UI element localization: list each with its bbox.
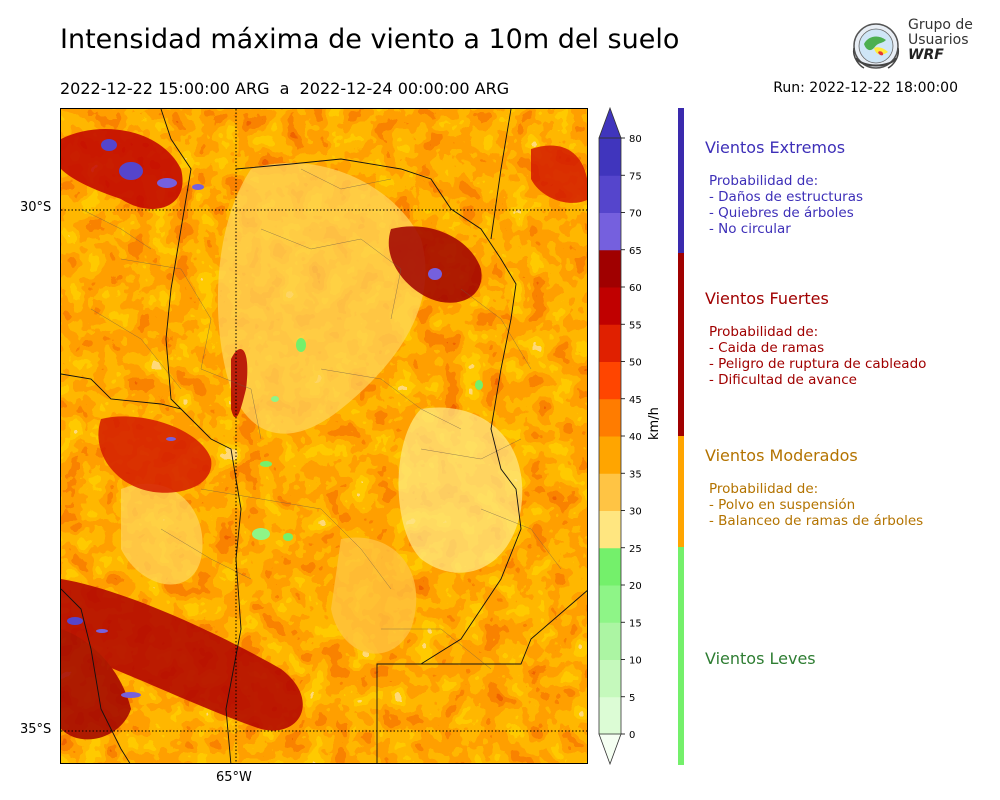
logo-line-3: WRF bbox=[908, 47, 944, 63]
category-line: - No circular bbox=[709, 221, 791, 237]
wind-map-canvas bbox=[61, 109, 587, 763]
lat-label-35s: 35°S bbox=[20, 722, 52, 737]
colorbar-tick-label: 10 bbox=[629, 656, 642, 667]
colorbar-scale: 0 5 10 15 20 25 30 35 40 45 50 55 60 65 70 75 80 bbox=[598, 106, 642, 766]
category-line: - Polvo en suspensión bbox=[709, 497, 856, 513]
category-title: Vientos Fuertes bbox=[705, 289, 829, 308]
colorbar-band bbox=[599, 547, 621, 586]
category-strong: Vientos Fuertes Probabilidad de: - Caida… bbox=[705, 289, 995, 388]
category-bar-strong bbox=[678, 253, 684, 436]
colorbar-tick-label: 60 bbox=[629, 283, 642, 294]
colorbar-band bbox=[599, 696, 621, 735]
category-line: - Peligro de ruptura de cableado bbox=[709, 356, 927, 372]
colorbar-band bbox=[599, 287, 621, 325]
extreme-wind-patches bbox=[67, 139, 442, 698]
category-line: - Caida de ramas bbox=[709, 340, 825, 356]
category-description: Probabilidad de: - Polvo en suspensión -… bbox=[709, 481, 995, 529]
category-line: Probabilidad de: bbox=[709, 324, 819, 340]
colorbar-tick-label: 70 bbox=[629, 209, 642, 220]
colorbar: 0 5 10 15 20 25 30 35 40 45 50 55 60 65 70 75 80 bbox=[595, 104, 675, 772]
category-line: - Daños de estructuras bbox=[709, 189, 864, 205]
colorbar-tick-label: 55 bbox=[629, 320, 642, 331]
colorbar-band bbox=[599, 249, 621, 288]
category-line: - Dificultad de avance bbox=[709, 372, 857, 388]
colorbar-tick-label: 5 bbox=[629, 693, 635, 704]
colorbar-band bbox=[599, 622, 621, 660]
colorbar-band bbox=[599, 436, 621, 474]
colorbar-band bbox=[599, 212, 621, 251]
category-bar-light bbox=[678, 547, 684, 765]
wrf-logo: Grupo de Usuarios WRF bbox=[848, 18, 973, 74]
colorbar-tick-label: 45 bbox=[629, 395, 642, 406]
strong-wind-zones bbox=[61, 129, 587, 740]
colorbar-tick-label: 30 bbox=[629, 507, 642, 518]
colorbar-tick-label: 75 bbox=[629, 171, 642, 182]
category-extreme: Vientos Extremos Probabilidad de: - Daño… bbox=[705, 138, 995, 237]
graticule bbox=[61, 109, 587, 763]
colorbar-band bbox=[599, 398, 621, 437]
colorbar-unit-label: km/h bbox=[647, 407, 662, 440]
colorbar-tick-label: 65 bbox=[629, 246, 642, 257]
colorbar-band bbox=[599, 138, 621, 176]
colorbar-extend-max bbox=[598, 106, 622, 139]
wrf-globe-seal-icon bbox=[852, 23, 900, 69]
colorbar-band bbox=[599, 659, 621, 698]
colorbar-band bbox=[599, 510, 621, 549]
colorbar-tick-label: 25 bbox=[629, 544, 642, 555]
wind-intensity-map bbox=[60, 108, 588, 764]
logo-line-2: Usuarios bbox=[908, 32, 969, 48]
moderate-wind-zones bbox=[121, 162, 523, 654]
colorbar-tick-label: 50 bbox=[629, 358, 642, 369]
colorbar-band bbox=[599, 324, 621, 362]
category-title: Vientos Leves bbox=[705, 649, 816, 668]
lon-label-65w: 65°W bbox=[216, 770, 252, 785]
colorbar-band bbox=[599, 361, 621, 400]
category-description: Probabilidad de: - Daños de estructuras … bbox=[709, 173, 995, 237]
category-line: - Balanceo de ramas de árboles bbox=[709, 513, 924, 529]
colorbar-tick-label: 80 bbox=[629, 134, 642, 145]
colorbar-band bbox=[599, 473, 621, 511]
category-line: - Quiebres de árboles bbox=[709, 205, 854, 221]
colorbar-extend-min bbox=[598, 733, 622, 766]
province-boundaries bbox=[61, 109, 587, 763]
category-bar-moderate bbox=[678, 436, 684, 547]
category-light: Vientos Leves bbox=[705, 649, 995, 684]
forecast-period: 2022-12-22 15:00:00 ARG a 2022-12-24 00:… bbox=[60, 79, 510, 98]
colorbar-band bbox=[599, 175, 621, 213]
light-wind-patches bbox=[252, 338, 483, 541]
colorbar-tick-label: 0 bbox=[629, 730, 635, 741]
lat-label-30s: 30°S bbox=[20, 200, 52, 215]
category-line: Probabilidad de: bbox=[709, 481, 819, 497]
colorbar-tick-label: 40 bbox=[629, 432, 642, 443]
page-title: Intensidad máxima de viento a 10m del su… bbox=[60, 24, 680, 55]
colorbar-band bbox=[599, 585, 621, 623]
run-timestamp: Run: 2022-12-22 18:00:00 bbox=[773, 80, 958, 96]
category-bar-extreme bbox=[678, 108, 684, 253]
colorbar-tick-label: 35 bbox=[629, 469, 642, 480]
category-description: Probabilidad de: - Caida de ramas - Peli… bbox=[709, 324, 995, 388]
colorbar-tick-label: 15 bbox=[629, 618, 642, 629]
category-moderate: Vientos Moderados Probabilidad de: - Pol… bbox=[705, 446, 995, 529]
department-boundaries bbox=[80, 168, 562, 670]
category-line: Probabilidad de: bbox=[709, 173, 819, 189]
category-title: Vientos Extremos bbox=[705, 138, 846, 157]
colorbar-tick-label: 20 bbox=[629, 581, 642, 592]
category-title: Vientos Moderados bbox=[705, 446, 858, 465]
logo-line-1: Grupo de bbox=[908, 17, 973, 33]
